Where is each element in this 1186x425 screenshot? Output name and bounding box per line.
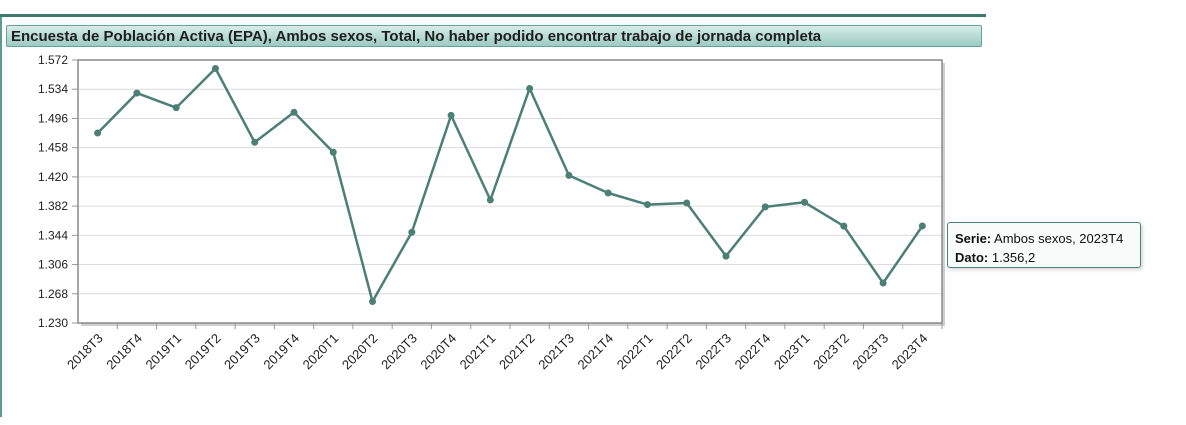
x-tick-label: 2021T1 <box>457 331 499 373</box>
data-point <box>447 111 455 119</box>
data-point <box>722 252 730 260</box>
x-tick-label: 2020T4 <box>417 331 459 373</box>
data-point <box>840 222 848 230</box>
data-point <box>643 201 651 209</box>
tooltip-value-row: Dato: 1.356,2 <box>955 248 1140 267</box>
x-tick-label: 2022T4 <box>732 331 774 373</box>
data-point <box>486 196 494 204</box>
y-tick-label: 1.534 <box>38 82 68 96</box>
x-tick-label: 2019T2 <box>182 331 224 373</box>
data-point <box>604 189 612 197</box>
series-line <box>96 67 924 303</box>
tooltip-value-label: Dato: <box>955 250 989 265</box>
chart-title-bar: Encuesta de Población Activa (EPA), Ambo… <box>6 25 982 47</box>
tooltip-value: 1.356,2 <box>991 250 1036 265</box>
x-tick-label: 2021T4 <box>575 331 617 373</box>
data-point <box>761 203 769 211</box>
x-tick-label: 2023T1 <box>771 331 813 373</box>
tooltip-series-row: Serie: Ambos sexos, 2023T4 <box>955 229 1140 248</box>
data-point <box>879 279 887 287</box>
plot-background <box>78 60 942 323</box>
x-tick-label: 2018T4 <box>103 331 145 373</box>
chart-title: Encuesta de Población Activa (EPA), Ambo… <box>11 28 822 45</box>
y-tick-label: 1.496 <box>38 111 68 125</box>
x-tick-label: 2021T3 <box>535 331 577 373</box>
data-point <box>918 222 926 230</box>
y-tick-label: 1.268 <box>38 287 68 301</box>
x-tick-label: 2020T2 <box>339 331 381 373</box>
x-tick-label: 2023T4 <box>889 331 931 373</box>
y-tick-label: 1.230 <box>38 316 68 330</box>
data-point <box>94 129 102 137</box>
x-tick-label: 2019T3 <box>221 331 263 373</box>
x-tick-label: 2021T2 <box>496 331 538 373</box>
x-tick-label: 2019T1 <box>143 331 185 373</box>
x-tick-label: 2023T3 <box>849 331 891 373</box>
x-tick-label: 2022T3 <box>692 331 734 373</box>
x-tick-label: 2023T2 <box>810 331 852 373</box>
data-tooltip: Serie: Ambos sexos, 2023T4 Dato: 1.356,2 <box>947 222 1141 268</box>
x-tick-label: 2022T2 <box>653 331 695 373</box>
y-tick-label: 1.572 <box>38 53 68 67</box>
y-tick-label: 1.420 <box>38 170 68 184</box>
data-point <box>526 84 534 92</box>
data-point <box>211 64 219 72</box>
y-tick-label: 1.382 <box>38 199 68 213</box>
tooltip-series-label: Serie: <box>955 231 992 246</box>
left-divider <box>0 17 2 417</box>
x-tick-label: 2022T1 <box>614 331 656 373</box>
x-tick-label: 2020T1 <box>300 331 342 373</box>
data-point <box>565 171 573 179</box>
data-point <box>801 198 809 206</box>
data-point <box>683 199 691 207</box>
x-tick-label: 2020T3 <box>378 331 420 373</box>
top-divider <box>0 14 986 17</box>
data-point <box>133 89 141 97</box>
y-tick-label: 1.458 <box>38 141 68 155</box>
y-tick-label: 1.344 <box>38 228 68 242</box>
x-tick-label: 2019T4 <box>260 331 302 373</box>
x-tick-label: 2018T3 <box>64 331 106 373</box>
data-point <box>369 297 377 305</box>
data-point <box>251 138 259 146</box>
data-point <box>172 104 180 112</box>
data-point <box>329 148 337 156</box>
y-tick-label: 1.306 <box>38 258 68 272</box>
data-point <box>290 108 298 116</box>
tooltip-series-value: Ambos sexos, 2023T4 <box>994 231 1124 246</box>
data-point <box>408 228 416 236</box>
